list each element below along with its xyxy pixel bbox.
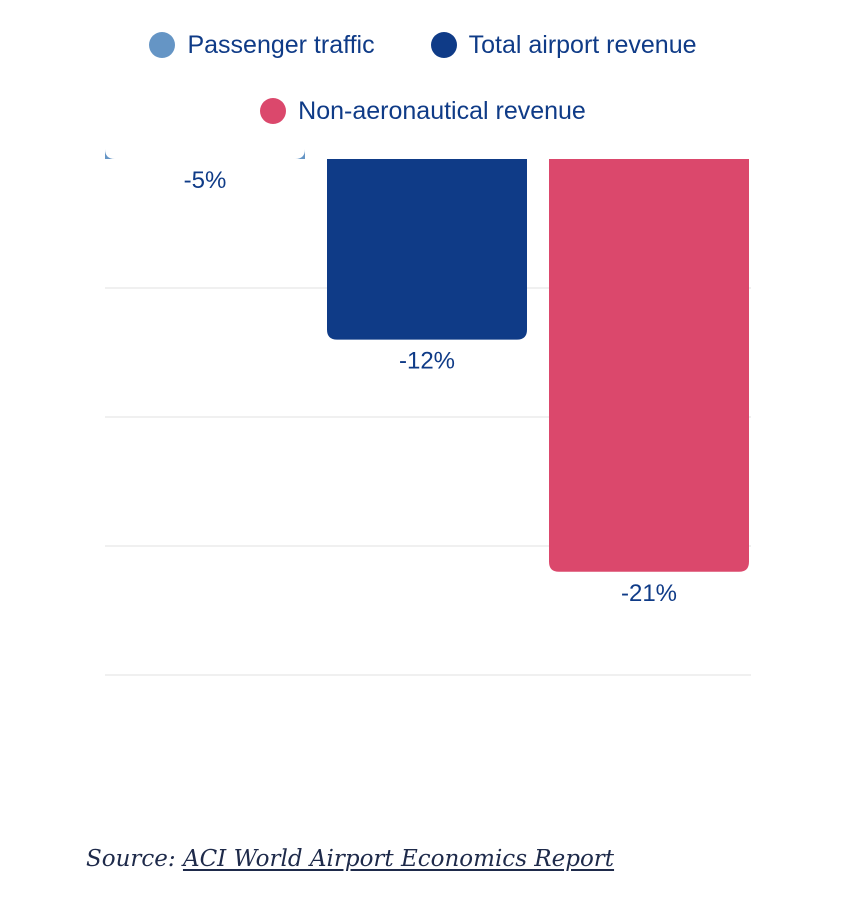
legend-item-total-airport-revenue: Total airport revenue xyxy=(430,28,697,62)
legend-item-passenger-traffic: Passenger traffic xyxy=(149,28,375,62)
legend-marker-passenger-traffic xyxy=(149,32,176,58)
legend-label-passenger-traffic: Passenger traffic xyxy=(187,31,375,59)
bar-non-aeronautical-revenue xyxy=(549,159,749,572)
legend-row-top: Passenger traffic Total airport revenue xyxy=(0,28,846,62)
legend-row-bottom: Non-aeronautical revenue xyxy=(0,94,846,128)
bar-passenger-traffic xyxy=(105,149,305,159)
data-label: -12% xyxy=(399,348,455,375)
bar-total-airport-revenue xyxy=(327,159,527,340)
legend-marker-non-aeronautical-revenue xyxy=(260,98,287,124)
data-label: -5% xyxy=(184,167,227,194)
legend-label-non-aeronautical-revenue: Non-aeronautical revenue xyxy=(298,97,586,125)
bar-chart: -5% -12% -21% xyxy=(105,149,751,676)
legend-item-non-aeronautical-revenue: Non-aeronautical revenue xyxy=(260,94,586,128)
source-note: Source: ACI World Airport Economics Repo… xyxy=(86,846,614,872)
legend-marker-total-airport-revenue xyxy=(430,32,457,58)
source-prefix: Source: xyxy=(86,846,183,872)
legend-label-total-airport-revenue: Total airport revenue xyxy=(468,31,697,59)
data-label: -21% xyxy=(621,580,677,607)
source-link[interactable]: ACI World Airport Economics Report xyxy=(182,846,615,872)
